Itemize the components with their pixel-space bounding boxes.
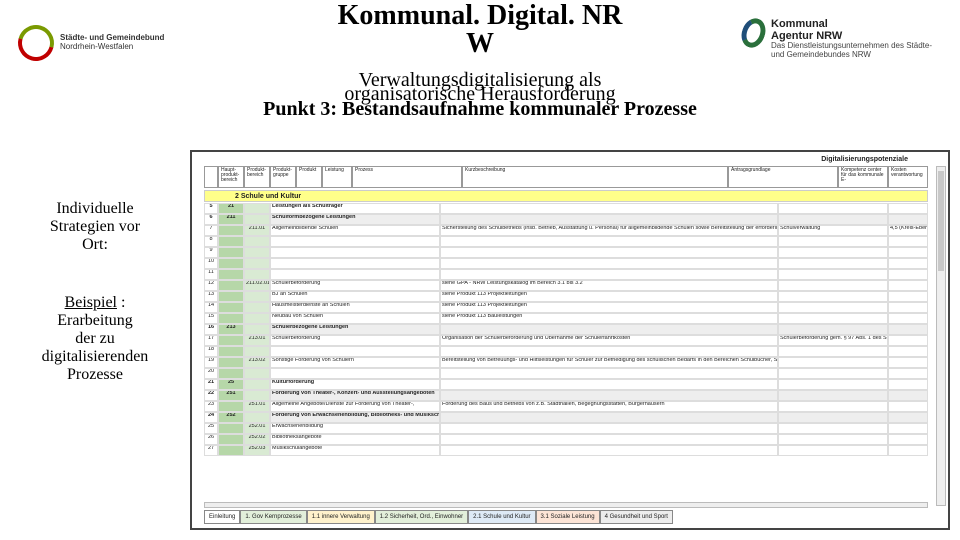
table-row: 17213.01SchülerbeförderungOrganisation d…	[204, 335, 928, 346]
logo-right-brand1: Kommunal	[771, 18, 828, 30]
sb2-l4: digitalisierenden	[10, 348, 180, 366]
section-bar: 2 Schule und Kultur	[204, 190, 928, 202]
table-row: 7211.01Allgemeinbildende SchulenSicherst…	[204, 225, 928, 236]
sb1-l1: Individuelle	[10, 200, 180, 218]
table-row: 10	[204, 258, 928, 269]
sheet-topright-label: Digitalisierungspotenziale	[821, 156, 908, 163]
sheet-tab[interactable]: 4 Gesundheit und Sport	[600, 510, 673, 524]
table-row: 16213Schülerbezogene Leistungen	[204, 324, 928, 335]
sb2-l3: der zu	[10, 330, 180, 348]
col-kurz: Kurzbeschreibung	[462, 166, 728, 188]
vertical-scrollbar[interactable]	[936, 166, 946, 506]
table-row: 11	[204, 269, 928, 280]
table-row: 20	[204, 368, 928, 379]
sidebar: Individuelle Strategien vor Ort: Beispie…	[0, 150, 190, 540]
horizontal-scrollbar[interactable]	[204, 502, 928, 508]
col-rownum	[204, 166, 218, 188]
knot-icon	[738, 15, 770, 51]
sb1-l2: Strategien vor	[10, 218, 180, 236]
table-row: 8	[204, 236, 928, 247]
logo-right-sub: Das Dienstleistungsunternehmen des Städt…	[771, 41, 932, 59]
main-content: Individuelle Strategien vor Ort: Beispie…	[0, 150, 960, 540]
table-row: 23251.01Allgemeine Angebote/Dienste zur …	[204, 401, 928, 412]
table-row: 12211.02.01Schülerbeförderungsiehe GPA -…	[204, 280, 928, 291]
col-komp: Kompetenz center für das kommunale E-	[838, 166, 888, 188]
sidebar-block-2: Beispiel : Erarbeitung der zu digitalisi…	[10, 294, 180, 384]
table-row: 22251Förderung von Theater-, Konzert- un…	[204, 390, 928, 401]
logo-right-text: Kommunal Agentur NRW Das Dienstleistungs…	[771, 18, 942, 60]
sheet-tab[interactable]: Einleitung	[204, 510, 240, 524]
spreadsheet-screenshot: Digitalisierungspotenziale Haupt-produkt…	[190, 150, 950, 530]
scroll-thumb[interactable]	[938, 171, 944, 271]
sheet-tabs: Einleitung1. Gov Kernprozesse1.1 innere …	[204, 510, 928, 524]
sb1-l3: Ort:	[10, 236, 180, 254]
punkt-title: Punkt 3: Bestandsaufnahme kommunaler Pro…	[0, 98, 960, 121]
title-l1: Kommunal. Digital. NR	[338, 0, 623, 31]
col-kosten: Kosten verantwortung	[888, 166, 928, 188]
col-h0: Haupt-produkt-bereich	[218, 166, 244, 188]
table-row: 27252.03Musikschulangebote	[204, 445, 928, 456]
table-row: 18	[204, 346, 928, 357]
table-row: 9	[204, 247, 928, 258]
header-row: Haupt-produkt-bereich Produkt-bereich Pr…	[204, 166, 928, 188]
rows-container: 521Leistungen als Schulträger6211Schulfo…	[204, 203, 928, 456]
sheet-tab[interactable]: 3.1 Soziale Leistung	[536, 510, 600, 524]
table-row: 14Hausmeisterdienste an Schulensiehe Pro…	[204, 302, 928, 313]
sheet-tab[interactable]: 2.1 Schule und Kultur	[468, 510, 535, 524]
col-h1: Produkt-bereich	[244, 166, 270, 188]
slide-header: Städte- und Gemeindebund Nordrhein-Westf…	[0, 0, 960, 120]
col-h5: Prozess	[352, 166, 462, 188]
col-antrag: Antragsgrundlage	[728, 166, 838, 188]
sheet-tab[interactable]: 1.2 Sicherheit, Ord., Einwohner	[375, 510, 468, 524]
table-row: 26252.02Bibliotheksangebote	[204, 434, 928, 445]
sheet-tab[interactable]: 1.1 innere Verwaltung	[307, 510, 375, 524]
logo-right: Kommunal Agentur NRW Das Dienstleistungs…	[742, 18, 942, 88]
table-row: 25252.01Erwachsenenbildung	[204, 423, 928, 434]
table-row: 19213.02Sonstige Förderung von SchülernB…	[204, 357, 928, 368]
title-l2: W	[466, 28, 494, 59]
col-h3: Produkt	[296, 166, 322, 188]
sidebar-block-1: Individuelle Strategien vor Ort:	[10, 200, 180, 254]
table-row: 15Neubau von Schulensiehe Produkt 113 Ba…	[204, 313, 928, 324]
sb2-l5: Prozesse	[10, 366, 180, 384]
table-row: 24252Förderung von Erwachsenenbildung, B…	[204, 412, 928, 423]
col-h4: Leistung	[322, 166, 352, 188]
col-h2: Produkt-gruppe	[270, 166, 296, 188]
sheet-tab[interactable]: 1. Gov Kernprozesse	[240, 510, 306, 524]
table-row: 13BJ an Schulensiehe Produkt 113 Projekt…	[204, 291, 928, 302]
sb2-l2: Erarbeitung	[10, 312, 180, 330]
table-row: 6211Schulformbezogene Leistungen	[204, 214, 928, 225]
sb2-l1: Beispiel :	[10, 294, 180, 312]
table-row: 521Leistungen als Schulträger	[204, 203, 928, 214]
table-row: 2125Kulturförderung	[204, 379, 928, 390]
